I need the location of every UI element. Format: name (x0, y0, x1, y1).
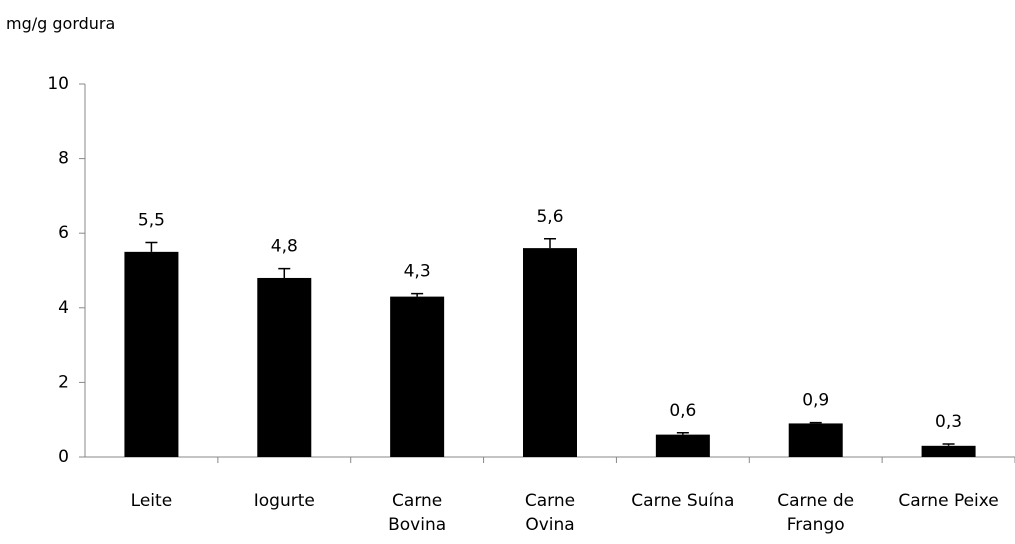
value-label: 5,6 (536, 207, 563, 227)
error-bar (942, 443, 955, 446)
y-tick-label: 10 (47, 74, 69, 94)
y-tick-label: 6 (58, 223, 69, 243)
bar (390, 296, 445, 457)
value-label: 4,8 (271, 237, 298, 257)
x-tick-label: Carne de Frango (777, 491, 855, 535)
x-tick-label: Carne Ovina (524, 491, 576, 535)
error-bar (411, 292, 424, 297)
x-tick-label: Carne Suína (631, 491, 735, 511)
value-label: 0,9 (802, 391, 829, 411)
x-tick-label: Carne Peixe (898, 491, 999, 511)
x-tick-label: Leite (130, 491, 173, 511)
x-tick-label: Carne Bovina (388, 491, 447, 535)
error-bar (544, 238, 556, 249)
bar (788, 423, 843, 457)
error-bar (676, 432, 689, 435)
y-tick-label: 4 (58, 298, 69, 318)
y-tick-label: 8 (58, 149, 69, 169)
x-tick-label: Iogurte (253, 491, 315, 511)
bar (655, 434, 710, 457)
value-label: 0,6 (669, 401, 696, 421)
bar (921, 445, 976, 457)
y-tick-label: 0 (58, 447, 69, 467)
error-bar (809, 421, 822, 424)
value-label: 5,5 (138, 211, 165, 231)
value-label: 0,3 (935, 412, 962, 432)
error-bar (145, 241, 158, 252)
bar (257, 277, 312, 457)
value-label: 4,3 (404, 262, 431, 282)
axis-label: mg/g gordura (6, 14, 116, 33)
bar (523, 248, 577, 457)
bar (124, 251, 179, 457)
y-tick-label: 2 (58, 372, 69, 392)
error-bar (278, 267, 291, 278)
